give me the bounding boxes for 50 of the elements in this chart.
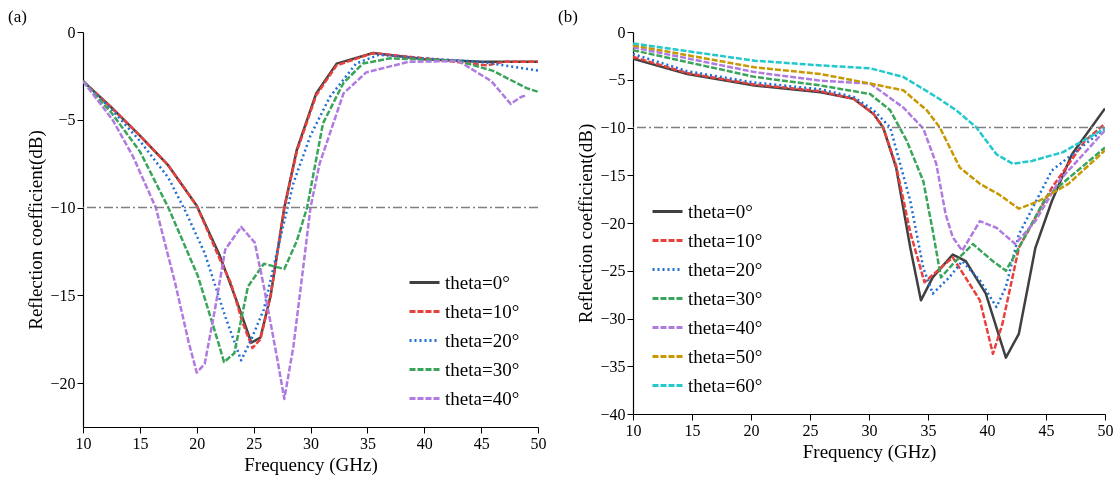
x-tick-label: 25: [246, 434, 263, 452]
x-axis-title: Frequency (GHz): [802, 440, 937, 463]
y-tick-label: −20: [50, 374, 76, 392]
y-tick-label: −30: [600, 310, 626, 327]
x-tick-label: 20: [743, 421, 760, 439]
x-tick-label: 35: [920, 421, 937, 439]
legend-label: theta=40°: [688, 316, 763, 338]
y-tick-label: −10: [50, 199, 76, 217]
y-tick-label: 0: [617, 23, 626, 41]
legend-label: theta=0°: [688, 200, 753, 222]
legend-label: theta=0°: [445, 271, 510, 293]
y-tick-label: −25: [600, 262, 626, 280]
y-tick-label: −5: [58, 111, 76, 129]
x-tick-label: 50: [530, 434, 547, 452]
y-tick-label: −40: [600, 405, 626, 423]
x-tick-label: 10: [625, 421, 642, 439]
x-tick-label: 45: [473, 434, 490, 452]
x-tick-label: 35: [359, 434, 376, 452]
legend-label: theta=40°: [445, 387, 520, 409]
y-tick-label: −5: [608, 71, 626, 89]
x-tick-label: 10: [75, 434, 92, 452]
legend-label: theta=50°: [688, 345, 763, 367]
legend-label: theta=60°: [688, 374, 763, 396]
legend-label: theta=30°: [445, 358, 520, 380]
y-tick-label: −10: [600, 119, 626, 136]
x-tick-label: 25: [802, 421, 819, 439]
y-axis-title: Reflection coefficient(dB): [25, 130, 48, 330]
legend-label: theta=30°: [688, 287, 763, 309]
x-tick-label: 45: [1038, 421, 1055, 439]
x-tick-label: 40: [416, 434, 433, 452]
legend-label: theta=10°: [445, 300, 520, 322]
x-axis-title: Frequency (GHz): [244, 453, 378, 476]
y-tick-label: −15: [600, 166, 626, 184]
legend-label: theta=20°: [688, 258, 763, 280]
x-tick-label: 30: [861, 421, 878, 439]
x-tick-label: 50: [1097, 421, 1114, 439]
chart-title: (b): [558, 7, 578, 26]
x-tick-label: 20: [189, 434, 206, 452]
x-tick-label: 30: [303, 434, 319, 452]
x-tick-label: 40: [979, 421, 996, 439]
y-tick-label: −20: [600, 214, 626, 232]
x-tick-label: 15: [684, 421, 701, 439]
y-tick-label: 0: [67, 23, 76, 41]
x-tick-label: 15: [132, 434, 149, 452]
y-tick-label: −15: [50, 286, 76, 304]
y-tick-label: −35: [600, 357, 626, 375]
y-axis-title: Reflection coefficient(dB): [575, 123, 598, 324]
legend-label: theta=10°: [688, 229, 763, 251]
chart-title: (a): [8, 7, 27, 26]
legend-label: theta=20°: [445, 329, 520, 351]
